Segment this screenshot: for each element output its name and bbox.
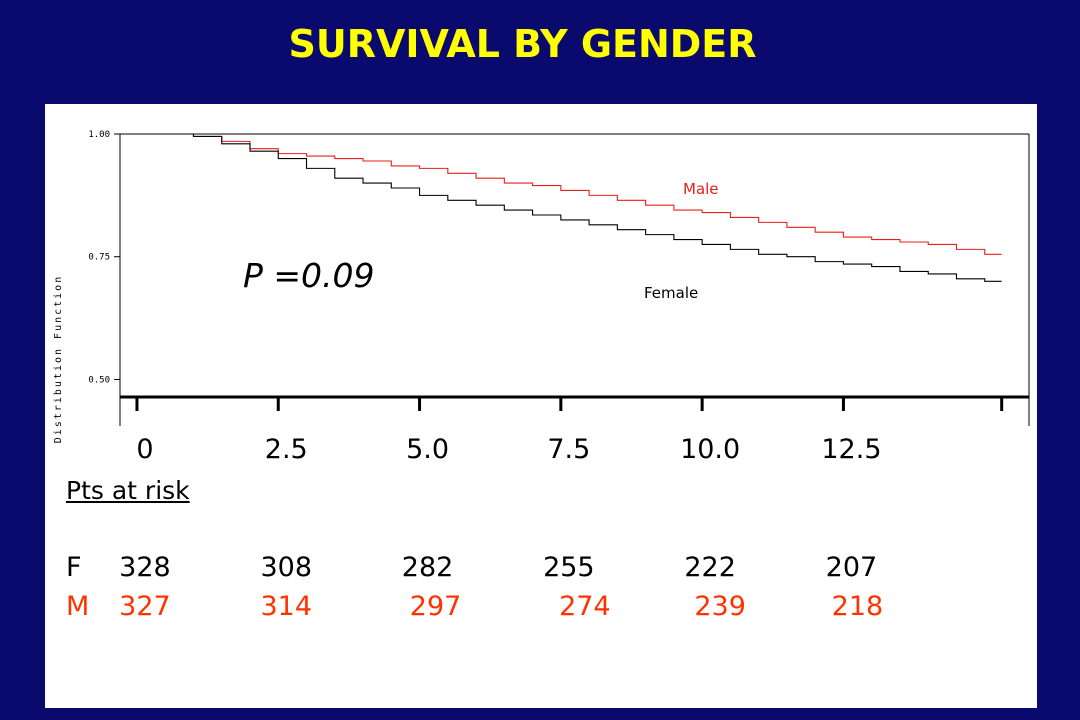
at-risk-cell: 314 [260, 591, 313, 622]
series-line-female [136, 133, 1002, 282]
at-risk-cell: 255 [543, 552, 595, 583]
at-risk-cell: 207 [825, 552, 878, 583]
at-risk-cell: 327 [119, 591, 171, 622]
at-risk-cell: 297 [409, 591, 462, 622]
x-tick-label: 12.5 [821, 434, 882, 465]
at-risk-cell: 282 [401, 552, 454, 583]
at-risk-row-label: M [66, 591, 90, 622]
at-risk-cell: 274 [559, 591, 611, 622]
series-label-male: Male [683, 180, 719, 198]
x-tick-label: 5.0 [406, 434, 450, 465]
slide-title: SURVIVAL BY GENDER [288, 22, 757, 66]
y-tick-label: 0.50 [88, 375, 110, 385]
at-risk-title: Pts at risk [66, 476, 190, 505]
x-tick-label: 2.5 [264, 434, 308, 465]
at-risk-cell: 239 [694, 591, 746, 622]
x-tick-label: 0 [136, 434, 154, 465]
y-tick-label: 1.00 [88, 130, 110, 140]
survival-plot: 1.00 0.75 0.50 Distribution Function [53, 130, 1030, 443]
p-value-annotation: P =0.09 [243, 256, 375, 295]
x-tick-label: 7.5 [547, 434, 591, 465]
at-risk-row-label: F [66, 552, 82, 583]
y-tick-label: 0.75 [88, 253, 110, 263]
series-line-male [136, 133, 1002, 255]
at-risk-cell: 218 [831, 591, 884, 622]
x-tick-label: 10.0 [680, 434, 741, 465]
at-risk-cell: 328 [119, 552, 171, 583]
series-label-female: Female [644, 284, 699, 302]
y-axis-label: Distribution Function [53, 275, 64, 443]
at-risk-cell: 308 [260, 552, 313, 583]
chart-panel: 1.00 0.75 0.50 Distribution Function P =0.0… [45, 104, 1037, 708]
at-risk-cell: 222 [684, 552, 736, 583]
